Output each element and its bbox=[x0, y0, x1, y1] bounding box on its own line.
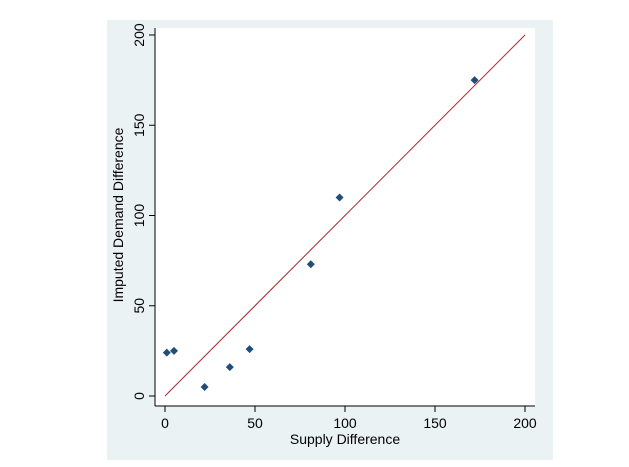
data-point bbox=[335, 193, 344, 202]
reference-lines bbox=[164, 34, 526, 397]
data-point bbox=[162, 348, 171, 357]
data-point bbox=[470, 76, 479, 85]
data-point bbox=[245, 345, 254, 354]
data-point bbox=[200, 382, 209, 391]
x-tick-label: 100 bbox=[333, 415, 357, 431]
data-point bbox=[306, 260, 315, 269]
axes: 0 50 100 150 200 0 50 100 150 200 bbox=[131, 23, 537, 431]
data-point bbox=[225, 363, 234, 372]
data-point bbox=[170, 346, 178, 355]
y-tick-label: 150 bbox=[131, 113, 147, 137]
x-tick-label: 0 bbox=[161, 415, 169, 431]
y-tick-label: 200 bbox=[131, 23, 147, 47]
x-tick-label: 200 bbox=[513, 415, 537, 431]
reference-line bbox=[164, 34, 526, 397]
x-tick-label: 50 bbox=[247, 415, 263, 431]
y-tick-label: 0 bbox=[131, 392, 147, 400]
y-axis-label: Imputed Demand Difference bbox=[110, 127, 126, 302]
y-tick-label: 100 bbox=[131, 204, 147, 228]
data-points bbox=[162, 76, 479, 391]
x-tick-label: 150 bbox=[423, 415, 447, 431]
x-axis-label: Supply Difference bbox=[290, 431, 400, 447]
y-tick-label: 50 bbox=[131, 298, 147, 314]
